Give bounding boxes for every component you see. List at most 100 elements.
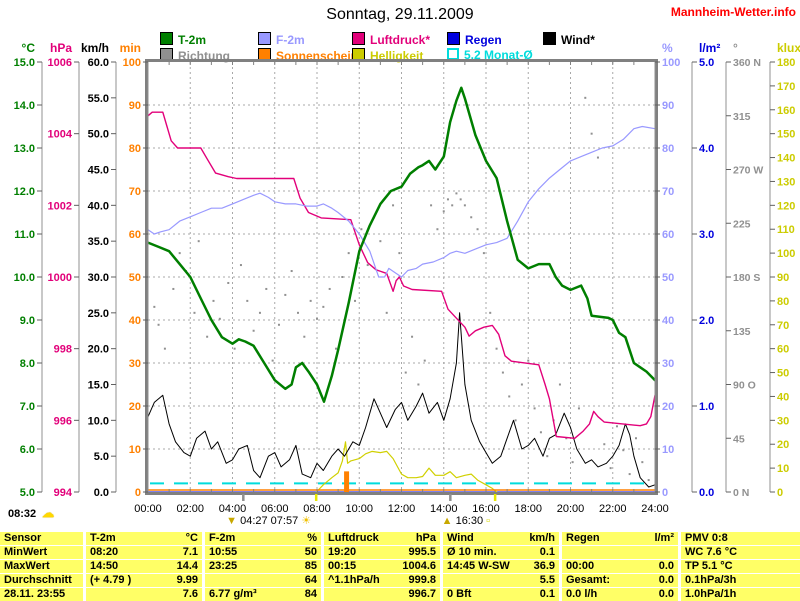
axis-rain: 0.0 1.0 2.0 3.0 4.0 5.0 l/m² (691, 41, 720, 499)
legend-label-wind: Wind* (561, 33, 595, 47)
axis-tick-label: 0.0 (699, 487, 714, 499)
axis-tick-label: 10.0 (14, 272, 35, 284)
page-title: Sonntag, 29.11.2009 (326, 6, 474, 23)
table-cell: 23:25 (209, 560, 238, 572)
col-unit: °C (185, 532, 198, 544)
axis-tick-label: 11.0 (14, 229, 35, 241)
table-cell: 999.8 (408, 574, 436, 586)
table-cell: 14.4 (176, 560, 198, 572)
axis-tick-label: 60 (129, 229, 141, 241)
table-group-pmv: PMV 0:8 WC 7.6 °C TP 5.1 °C 0.1hPa/3h 1.0hPa… (681, 532, 800, 601)
table-cell: 0.0 (658, 560, 674, 572)
col-header: PMV 0:8 (685, 532, 728, 544)
axis-tick-label: 30.0 (88, 272, 109, 284)
axis-humidity: 0 10 20 30 40 50 60 70 80 90 100% (654, 41, 680, 499)
axis-title-direction: ° (733, 41, 738, 55)
table-cell: 6.77 g/m³ (209, 588, 257, 600)
axis-tick-label: 1002 (48, 200, 72, 212)
axis-tick-label: 70 (662, 186, 674, 198)
legend-item-monat: 5.2 Monat-Ø (447, 48, 533, 62)
axis-tick-label: 80 (777, 296, 789, 308)
table-cell: 1.0hPa/1h (685, 588, 737, 600)
table-row: 5.5 (443, 574, 559, 588)
site-brand-link[interactable]: Mannheim-Wetter.info (670, 5, 796, 19)
axis-tick-label: 150 (777, 129, 795, 141)
axis-title-temp: °C (22, 41, 36, 55)
table-row: 1.0hPa/1h (681, 588, 800, 601)
table-cell: 0.1 (539, 546, 555, 558)
axis-tick-label: 180 (777, 57, 795, 69)
axis-tick-label: 270 W (733, 165, 763, 177)
axis-tick-label: 996 (54, 415, 72, 427)
axis-tick-label: 50 (129, 272, 141, 284)
table-cell: 0.1 (539, 588, 555, 600)
table-cell: 14:45 W-SW (447, 560, 510, 572)
axis-tick-label: 998 (54, 344, 72, 356)
axis-tick-label: 20 (129, 401, 141, 413)
x-tick-label: 16:00 (472, 503, 500, 515)
axis-tick-label: 35.0 (88, 236, 109, 248)
table-row: MinWert (0, 546, 83, 560)
table-cell: 9.99 (176, 574, 198, 586)
table-header-t2m: T-2m °C (86, 532, 202, 546)
axis-tick-label: 50 (662, 272, 674, 284)
legend-item-wind: Wind* (543, 32, 595, 47)
f2m-swatch-icon (258, 32, 271, 45)
axis-tick-label: 80 (662, 143, 674, 155)
axis-tick-label: 12.0 (14, 186, 35, 198)
table-cell: 36.9 (533, 560, 555, 572)
table-row: Ø 10 min. 0.1 (443, 546, 559, 560)
series-t2m (146, 86, 657, 403)
table-row: 0 Bft 0.1 (443, 588, 559, 601)
x-tick-label: 10:00 (345, 503, 373, 515)
axis-tick-label: 180 S (733, 272, 760, 284)
table-group-luftdruck: Luftdruck hPa 19:20 995.5 00:15 1004.6 ^1.1hPa… (324, 532, 440, 601)
table-row: 6.77 g/m³ 84 (205, 588, 321, 601)
x-tick-label: 20:00 (557, 503, 585, 515)
axis-tick-label: 170 (777, 81, 795, 93)
table-cell: WC 7.6 °C (685, 546, 738, 558)
cloud-icon: ☁ (42, 506, 55, 520)
legend-item-regen: Regen (447, 32, 502, 47)
table-group-t2m: T-2m °C 08:20 7.1 14:50 14.4 (+ 4.79 ) 9.99 7.6 (86, 532, 202, 601)
axis-tick-label: 5.0 (20, 487, 35, 499)
table-header-regen: Regen l/m² (562, 532, 678, 546)
axis-tick-label: 7.0 (20, 401, 35, 413)
axis-title-humidity: % (662, 41, 673, 55)
axis-tick-label: 13.0 (14, 143, 35, 155)
table-row: 0.1hPa/3h (681, 574, 800, 588)
t2m-swatch-icon (160, 32, 173, 45)
table-row: 0.0 l/h 0.0 (562, 588, 678, 601)
legend-label-regen: Regen (465, 33, 502, 47)
table-row: (+ 4.79 ) 9.99 (86, 574, 202, 588)
sun-moon-markers: ▼ 04:27 07:57 ☀ ▲ 16:30 ▫ (226, 494, 497, 527)
axis-tick-label: 8.0 (20, 358, 35, 370)
axis-tick-label: 10 (662, 444, 674, 456)
table-cell: 84 (304, 588, 317, 600)
axis-tick-label: 110 (777, 224, 795, 236)
col-unit: km/h (529, 532, 555, 544)
axis-tick-label: 1004 (48, 129, 73, 141)
table-cell: 50 (304, 546, 317, 558)
table-cell: MinWert (4, 546, 48, 558)
x-tick-label: 06:00 (261, 503, 289, 515)
axis-tick-label: 120 (777, 200, 795, 212)
axis-tick-label: 45.0 (88, 165, 109, 177)
axis-title-brightness: klux (777, 41, 800, 55)
axis-tick-label: 1.0 (699, 401, 714, 413)
luftdruck-swatch-icon (352, 32, 365, 45)
table-row (562, 546, 678, 560)
table-cell: 14:50 (90, 560, 119, 572)
axis-tick-label: 50.0 (88, 129, 109, 141)
table-header-sensor: Sensor (0, 532, 83, 546)
x-tick-label: 04:00 (219, 503, 247, 515)
table-group-wind: Wind km/h Ø 10 min. 0.1 14:45 W-SW 36.9 5.5 0 B… (443, 532, 559, 601)
axis-tick-label: 40 (662, 315, 674, 327)
table-group-f2m: F-2m% 10:55 50 23:25 85 64 6.77 g/m³ 84 (205, 532, 321, 601)
table-group-regen: Regen l/m² 00:00 0.0 Gesamt: 0.0 0.0 l/h 0.0 (562, 532, 678, 601)
axis-tick-label: 50 (777, 368, 789, 380)
axis-tick-label: 225 (733, 218, 751, 230)
axis-tick-label: 0.0 (94, 487, 109, 499)
axis-tick-label: 315 (733, 111, 751, 123)
legend-label-t2m: T-2m (178, 33, 207, 47)
